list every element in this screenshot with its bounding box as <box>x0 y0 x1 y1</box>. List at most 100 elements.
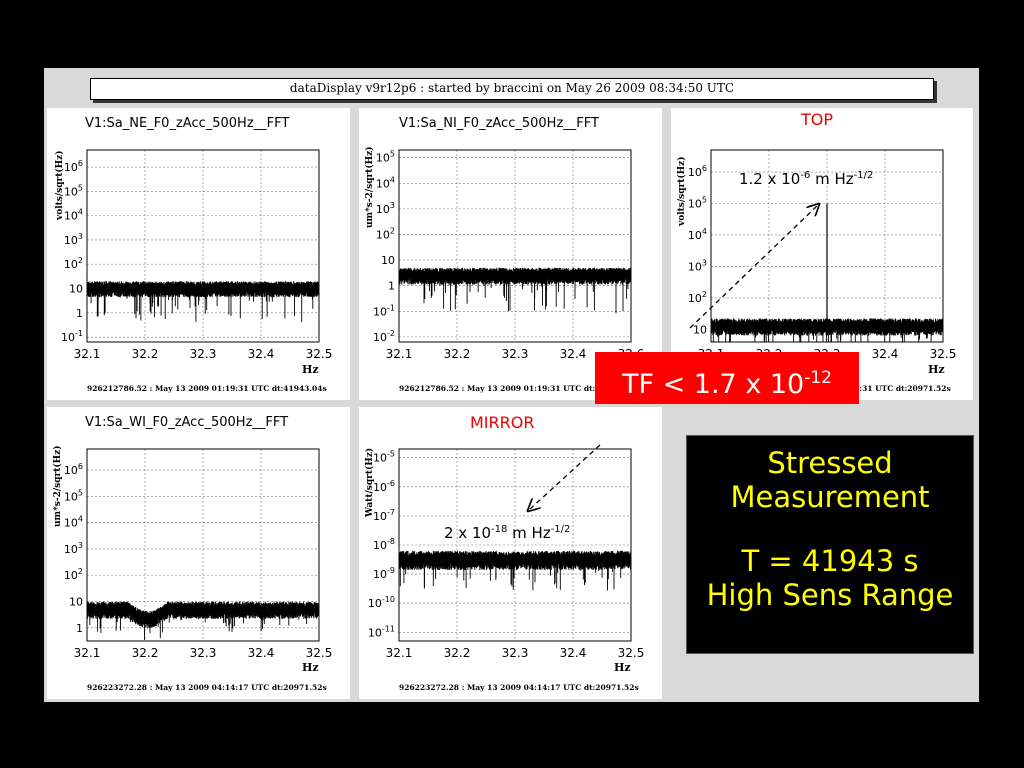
y-tick-label: 103 <box>64 541 83 556</box>
plot-title: V1:Sa_WI_F0_zAcc_500Hz__FFT <box>85 415 289 430</box>
y-tick-label: 1 <box>388 280 395 293</box>
y-tick-label: 102 <box>64 256 83 271</box>
y-tick-label: 10-7 <box>373 508 395 523</box>
mirror-value-exp: -18 <box>491 524 508 535</box>
mirror-value-unit: m Hz <box>507 524 551 542</box>
y-tick-label: 102 <box>376 226 395 241</box>
plot-frame <box>710 149 944 343</box>
info-line-3: T = 41943 s <box>741 544 919 578</box>
y-tick-label: 10-9 <box>373 566 395 581</box>
y-tick-label: 103 <box>64 232 83 247</box>
x-axis-unit: Hz <box>302 661 319 674</box>
x-axis-unit: Hz <box>302 363 319 376</box>
mirror-value-unit-exp: -1/2 <box>550 524 571 535</box>
y-tick-label: 10-10 <box>368 595 395 610</box>
x-tick-label: 32.5 <box>306 646 333 660</box>
y-tick-label: 10-11 <box>368 624 395 639</box>
x-axis-unit: Hz <box>928 363 945 376</box>
y-tick-label: 106 <box>64 159 83 174</box>
top-value-unit: m Hz <box>810 170 854 188</box>
plot-svg: 32.1 32.2 32.3 32.4 32.5 10-11 10-10 10-9 10-8 10… <box>368 448 645 660</box>
page-title: dataDisplay v9r12p6 : started by braccin… <box>289 81 735 95</box>
y-tick-label: 102 <box>64 567 83 582</box>
plot-frame <box>86 149 320 343</box>
x-tick-label: 32.5 <box>306 347 333 361</box>
x-tick-label: 32.3 <box>502 646 529 660</box>
x-tick-label: 32.2 <box>132 646 159 660</box>
y-tick-label: 105 <box>376 150 395 165</box>
x-tick-label: 32.3 <box>190 347 217 361</box>
y-tick-label: 103 <box>376 201 395 216</box>
y-tick-label: 1 <box>76 307 83 320</box>
y-tick-label: 10-1 <box>61 329 83 344</box>
title-bar: dataDisplay v9r12p6 : started by braccin… <box>90 78 934 100</box>
plot-svg: 32.1 32.2 32.3 32.4 32.5 1 10 102 103 104 105 106 <box>64 448 333 660</box>
arrow-to-top-peak <box>689 205 818 329</box>
mirror-value-base: 2 x 10 <box>444 524 492 542</box>
top-label: TOP <box>801 110 834 129</box>
tf-base: TF < 1.7 x 10 <box>621 369 805 400</box>
y-tick-label: 10 <box>693 323 707 336</box>
plot-pad-wi: V1:Sa_WI_F0_zAcc_500Hz__FFT um*s-2/sqrt(… <box>47 407 350 699</box>
spectrum-trace <box>87 281 319 323</box>
transfer-function-box: TF < 1.7 x 10-12 <box>595 352 859 404</box>
plot-pad-ne: V1:Sa_NE_F0_zAcc_500Hz__FFT volts/sqrt(H… <box>47 108 350 400</box>
top-value-annotation: 1.2 x 10-6 m Hz-1/2 <box>739 170 873 188</box>
plot-pad-ni: V1:Sa_NI_F0_zAcc_500Hz__FFT um*s-2/sqrt(… <box>359 108 662 400</box>
y-tick-label: 106 <box>64 462 83 477</box>
x-tick-label: 32.1 <box>386 646 413 660</box>
y-tick-label: 104 <box>688 227 707 242</box>
x-tick-label: 32.4 <box>248 347 275 361</box>
y-tick-label: 10-2 <box>373 329 395 344</box>
x-tick-label: 32.4 <box>248 646 275 660</box>
y-tick-label: 10 <box>69 283 83 296</box>
y-tick-label: 104 <box>64 208 83 223</box>
top-value-exp: -6 <box>800 170 811 181</box>
plot-pad-mirror: Watt/sqrt(Hz) Hz 926223272.28 : May 13 2… <box>359 407 662 699</box>
y-tick-label: 10-5 <box>373 450 395 465</box>
y-tick-label: 1 <box>76 622 83 635</box>
mirror-value-annotation: 2 x 10-18 m Hz-1/2 <box>444 524 570 542</box>
plot-svg: 32.132.232.332.432.610-210-1110102103104… <box>373 149 644 361</box>
y-tick-label: 105 <box>64 183 83 198</box>
y-tick-label: 105 <box>64 488 83 503</box>
y-tick-label: 105 <box>688 196 707 211</box>
spectrum-trace <box>399 550 631 591</box>
x-tick-label: 32.1 <box>74 347 101 361</box>
y-tick-label: 10 <box>381 254 395 267</box>
plot-title: V1:Sa_NI_F0_zAcc_500Hz__FFT <box>399 116 599 131</box>
x-tick-label: 32.1 <box>386 347 413 361</box>
y-tick-label: 104 <box>64 515 83 530</box>
spectrum-trace <box>87 601 319 640</box>
x-tick-label: 32.4 <box>560 646 587 660</box>
x-tick-label: 32.3 <box>502 347 529 361</box>
y-tick-label: 102 <box>688 290 707 305</box>
y-tick-label: 104 <box>376 175 395 190</box>
plot-frame <box>398 448 632 642</box>
x-tick-label: 32.2 <box>444 646 471 660</box>
plot-footer: 926212786.52 : May 13 2009 01:19:31 UTC … <box>87 384 327 393</box>
spectrum-trace <box>711 318 943 342</box>
info-line-2: Measurement <box>730 480 930 514</box>
y-tick-label: 10-6 <box>373 479 395 494</box>
y-tick-label: 10-8 <box>373 537 395 552</box>
x-tick-label: 32.4 <box>872 347 899 361</box>
x-tick-label: 32.1 <box>74 646 101 660</box>
x-tick-label: 32.3 <box>190 646 217 660</box>
plot-frame <box>398 149 632 343</box>
mirror-label: MIRROR <box>470 413 535 432</box>
arrow-to-mirror <box>529 444 601 510</box>
plot-title: V1:Sa_NE_F0_zAcc_500Hz__FFT <box>85 116 290 131</box>
plot-footer: 926212786.52 : May 13 2009 01:19:31 UTC … <box>399 384 639 393</box>
spectrum-trace <box>399 267 631 314</box>
top-value-base: 1.2 x 10 <box>739 170 801 188</box>
x-tick-label: 32.2 <box>132 347 159 361</box>
y-tick-label: 106 <box>688 164 707 179</box>
x-tick-label: 32.5 <box>618 646 645 660</box>
measurement-info-box: Stressed Measurement T = 41943 s High Se… <box>686 435 974 654</box>
plot-pad-top: volts/sqrt(Hz) Hz 926212786.52 : May 13 … <box>671 108 973 400</box>
plot-frame <box>86 448 320 642</box>
x-tick-label: 32.5 <box>930 347 957 361</box>
x-axis-unit: Hz <box>614 661 631 674</box>
